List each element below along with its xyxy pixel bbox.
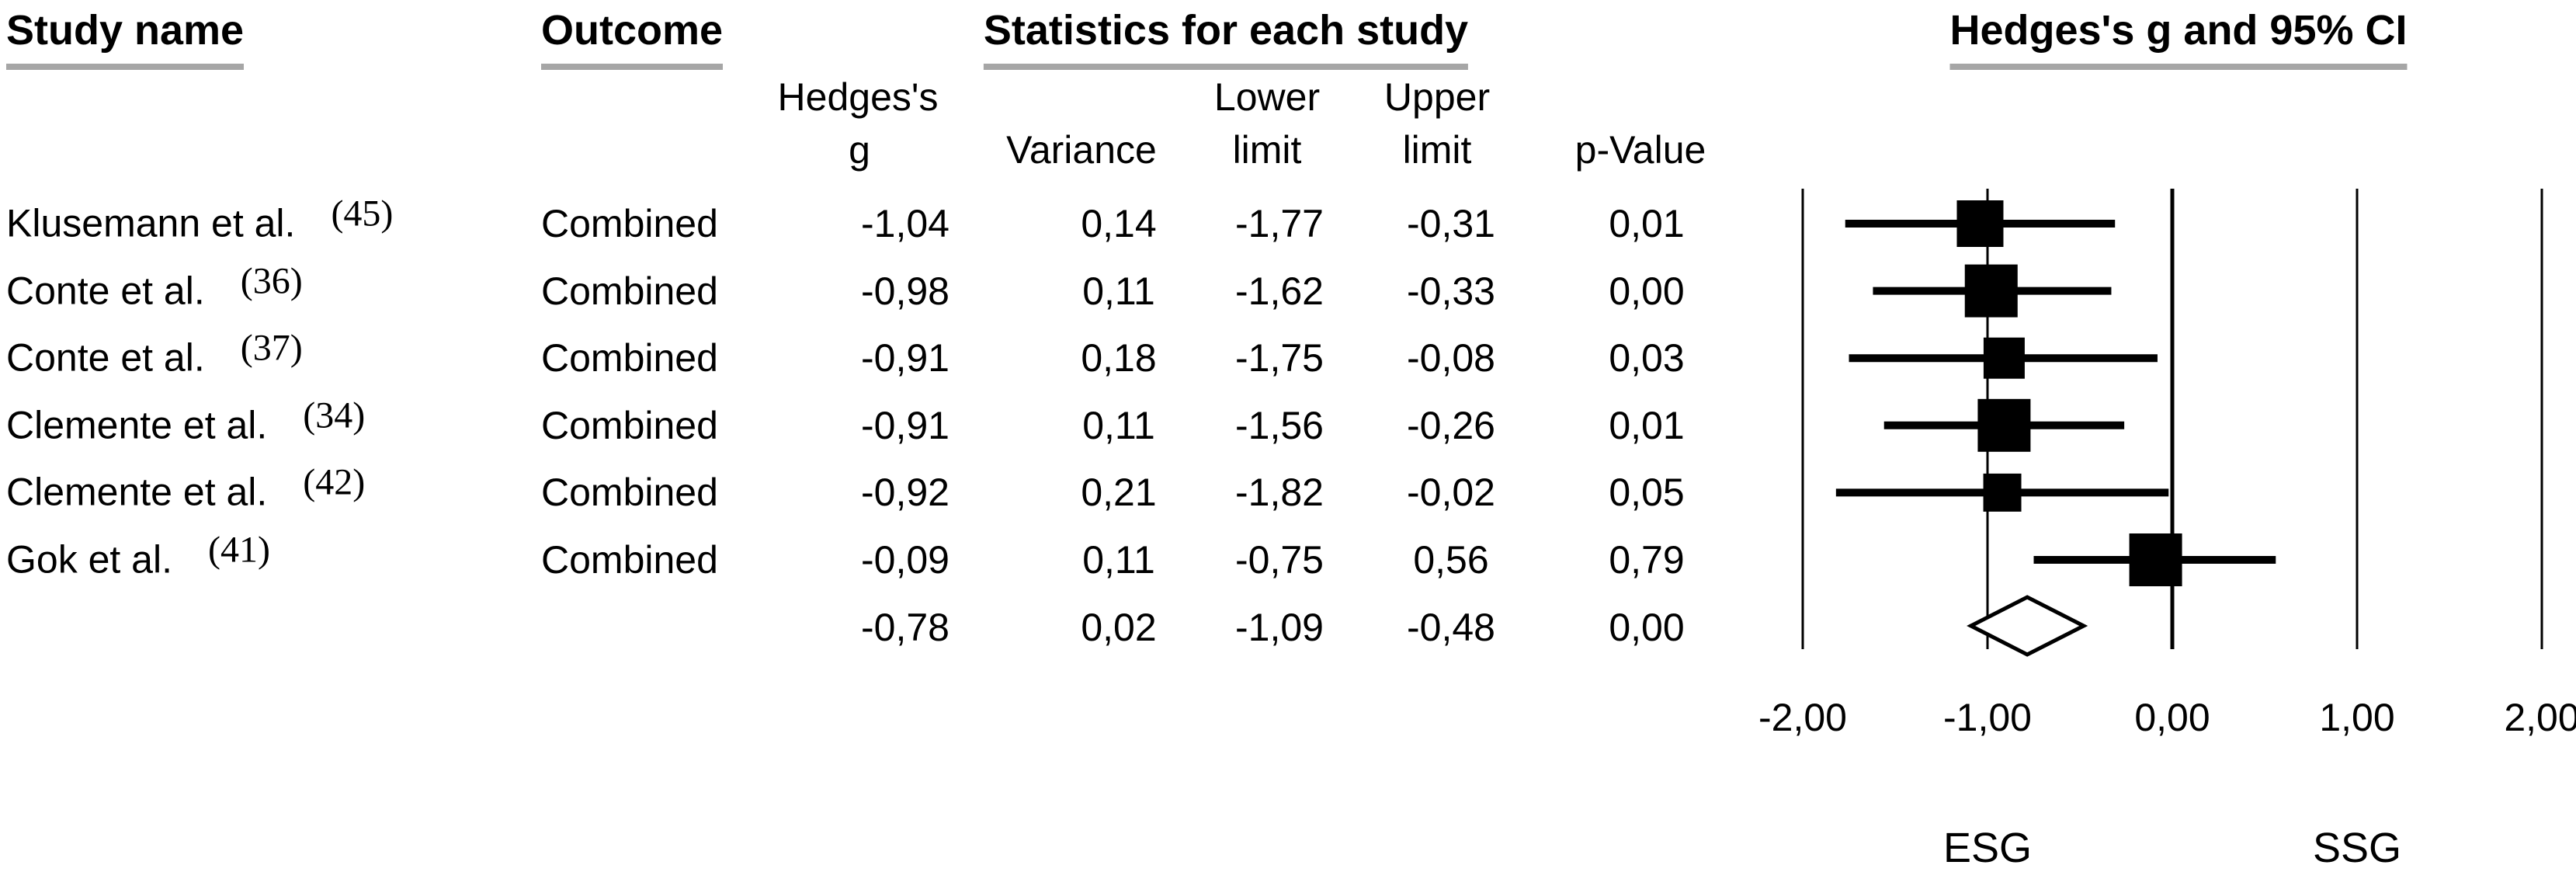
- hedges-g-value: -0,91: [861, 336, 950, 380]
- hedges-g-value: -0,09: [861, 538, 950, 582]
- effect-square: [2129, 533, 2182, 586]
- lower-limit-value: -1,82: [1235, 471, 1324, 515]
- outcome-value: Combined: [541, 538, 718, 582]
- variance-value: 0,11: [1082, 403, 1155, 447]
- study-reference-number: (36): [240, 260, 303, 302]
- study-reference-number: (34): [303, 394, 366, 436]
- p-value: 0,01: [1609, 403, 1685, 447]
- study-name: Clemente et al. (42): [6, 461, 366, 514]
- effect-square: [1956, 200, 2004, 247]
- summary-variance-value: 0,02: [1081, 606, 1157, 649]
- variance-value: 0,18: [1081, 336, 1157, 380]
- lower-limit-value: -1,75: [1235, 336, 1324, 380]
- variance-value: 0,11: [1082, 538, 1155, 582]
- upper-limit-value: 0,56: [1413, 538, 1489, 582]
- study-name: Conte et al. (37): [6, 327, 303, 380]
- column-header-study-name: Study name: [6, 9, 245, 70]
- column-header-plot: Hedges's g and 95% CI: [1949, 9, 2408, 70]
- subheader-p-value: p-Value: [1574, 128, 1706, 172]
- study-reference-number: (42): [303, 461, 366, 503]
- upper-limit-value: -0,33: [1407, 269, 1495, 313]
- upper-limit-value: -0,08: [1407, 336, 1495, 380]
- summary-diamond: [1967, 595, 2088, 657]
- upper-limit-value: -0,26: [1407, 403, 1495, 447]
- effect-square: [1977, 398, 2031, 452]
- study-name: Clemente et al. (34): [6, 394, 366, 447]
- p-value: 0,05: [1609, 471, 1685, 515]
- subheader-lower-limit-line1: Lower: [1213, 75, 1321, 119]
- subheader-upper-limit-line2: limit: [1402, 128, 1472, 172]
- study-reference-number: (41): [208, 529, 270, 571]
- subheader-upper-limit-line1: Upper: [1383, 75, 1491, 119]
- effect-square: [1983, 473, 2022, 512]
- p-value: 0,00: [1609, 269, 1685, 313]
- summary-upper-limit-value: -0,48: [1407, 606, 1495, 649]
- axis-tick-label: 2,00: [2504, 696, 2576, 739]
- left-group-label: ESG: [1942, 825, 2033, 871]
- study-name: Gok et al. (41): [6, 529, 270, 582]
- study-reference-number: (37): [240, 327, 303, 369]
- right-group-label: SSG: [2312, 825, 2402, 871]
- subheader-lower-limit-line2: limit: [1232, 128, 1302, 172]
- study-name: Conte et al. (36): [6, 260, 303, 313]
- column-header-outcome: Outcome: [541, 9, 724, 70]
- hedges-g-value: -0,92: [861, 471, 950, 515]
- study-name: Klusemann et al. (45): [6, 193, 394, 245]
- lower-limit-value: -1,56: [1235, 403, 1324, 447]
- hedges-g-value: -1,04: [861, 202, 950, 245]
- variance-value: 0,11: [1082, 269, 1155, 313]
- study-reference-number: (45): [331, 193, 394, 235]
- summary-lower-limit-value: -1,09: [1235, 606, 1324, 649]
- subheader-variance: Variance: [1006, 128, 1157, 172]
- lower-limit-value: -0,75: [1235, 538, 1324, 582]
- upper-limit-value: -0,02: [1407, 471, 1495, 515]
- lower-limit-value: -1,62: [1235, 269, 1324, 313]
- p-value: 0,01: [1609, 202, 1685, 245]
- effect-square: [1983, 337, 2025, 379]
- axis-tick-label: -1,00: [1943, 696, 2032, 739]
- column-header-statistics: Statistics for each study: [983, 9, 1469, 70]
- variance-value: 0,14: [1081, 202, 1157, 245]
- outcome-value: Combined: [541, 202, 718, 245]
- outcome-value: Combined: [541, 403, 718, 447]
- variance-value: 0,21: [1081, 471, 1157, 515]
- outcome-value: Combined: [541, 471, 718, 515]
- lower-limit-value: -1,77: [1235, 202, 1324, 245]
- subheader-hedges-g-line2: g: [849, 128, 870, 172]
- summary-hedges-g-value: -0,78: [861, 606, 950, 649]
- axis-tick-label: -2,00: [1758, 696, 1847, 739]
- summary-p-value: 0,00: [1609, 606, 1685, 649]
- p-value: 0,03: [1609, 336, 1685, 380]
- effect-square: [1964, 264, 2018, 318]
- upper-limit-value: -0,31: [1407, 202, 1495, 245]
- axis-tick-label: 1,00: [2319, 696, 2395, 739]
- outcome-value: Combined: [541, 269, 718, 313]
- hedges-g-value: -0,91: [861, 403, 950, 447]
- axis-tick-label: 0,00: [2134, 696, 2210, 739]
- subheader-hedges-g-line1: Hedges's: [777, 75, 939, 119]
- outcome-value: Combined: [541, 336, 718, 380]
- p-value: 0,79: [1609, 538, 1685, 582]
- hedges-g-value: -0,98: [861, 269, 950, 313]
